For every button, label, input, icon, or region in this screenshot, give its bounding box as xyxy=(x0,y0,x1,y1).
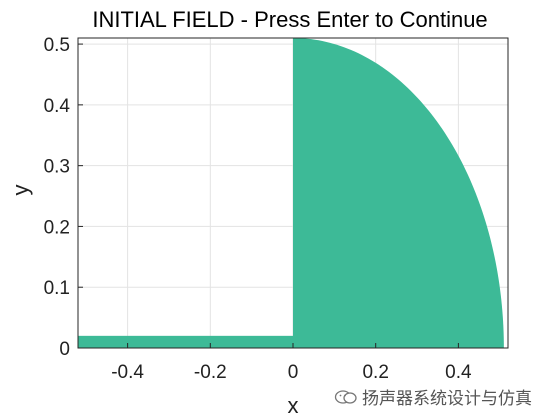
x-axis-label: x xyxy=(288,393,299,418)
x-tick-label: 0.2 xyxy=(362,362,388,383)
wechat-icon xyxy=(334,389,357,404)
x-tick-label: -0.4 xyxy=(111,362,144,383)
watermark-text: 扬声器系统设计与仿真 xyxy=(362,389,532,409)
field-regions xyxy=(78,38,504,348)
y-tick-label: 0.4 xyxy=(44,96,71,117)
plot-title: INITIAL FIELD - Press Enter to Continue xyxy=(92,7,487,32)
y-tick-label: 0 xyxy=(59,339,70,360)
channel-region xyxy=(78,335,293,348)
x-tick-label: 0.4 xyxy=(445,362,472,383)
quarter-circle-region xyxy=(293,38,504,348)
y-tick-label: 0.5 xyxy=(44,35,70,56)
watermark: 扬声器系统设计与仿真 xyxy=(334,384,532,409)
y-tick-label: 0.2 xyxy=(44,217,70,238)
axis-ticks: -0.4 -0.2 0 0.2 0.4 0 0.1 0.2 0.3 0.4 0.5 xyxy=(44,35,472,383)
y-axis-label: y xyxy=(8,185,33,196)
y-tick-label: 0.1 xyxy=(44,278,70,299)
x-tick-label: -0.2 xyxy=(194,362,227,383)
y-tick-label: 0.3 xyxy=(44,157,70,178)
x-tick-label: 0 xyxy=(288,362,299,383)
